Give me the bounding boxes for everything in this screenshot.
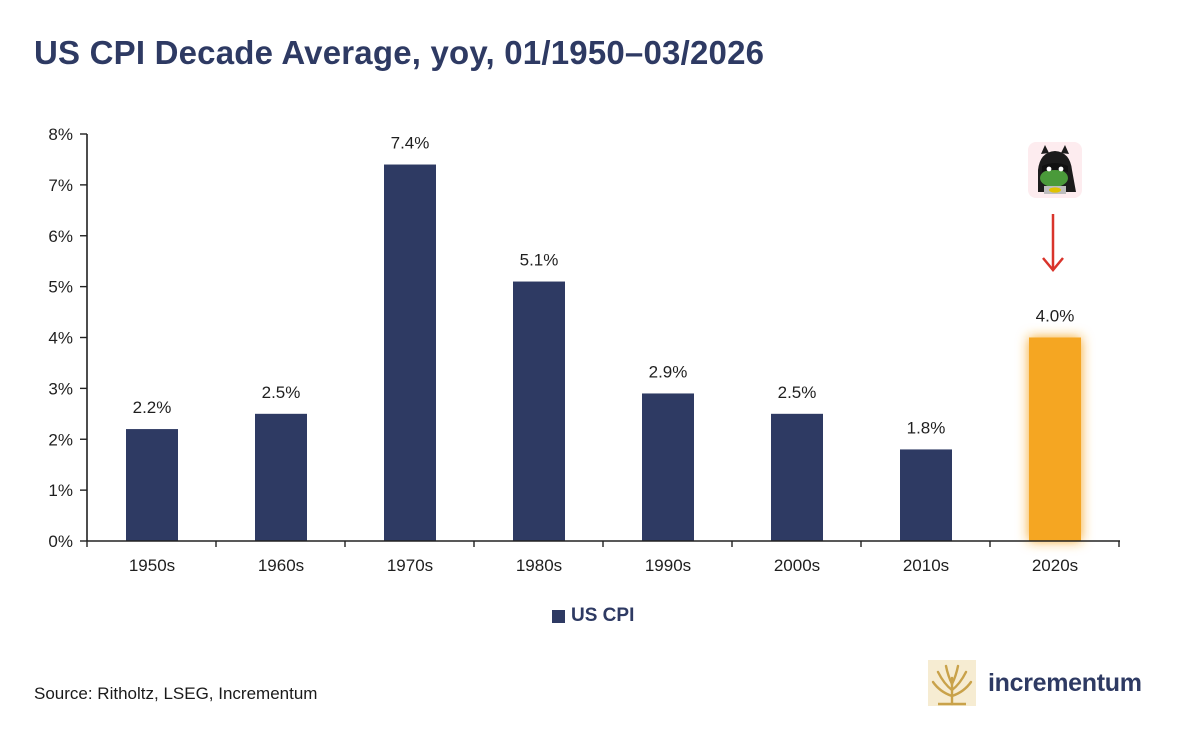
bar-data-label: 7.4%	[391, 134, 430, 153]
y-tick-label: 0%	[48, 532, 73, 551]
masked-frog-icon	[1028, 142, 1082, 203]
bar	[642, 393, 694, 541]
x-tick-label: 1950s	[129, 556, 175, 575]
bar	[900, 449, 952, 541]
x-tick-label: 1990s	[645, 556, 691, 575]
y-tick-label: 4%	[48, 329, 73, 348]
bar-data-label: 1.8%	[907, 418, 946, 437]
logo-text: incrementum	[988, 668, 1142, 697]
bar-data-label: 5.1%	[520, 251, 559, 270]
x-tick-label: 1980s	[516, 556, 562, 575]
y-tick-label: 2%	[48, 430, 73, 449]
x-tick-label: 1960s	[258, 556, 304, 575]
tree-icon	[928, 660, 976, 706]
y-tick-label: 6%	[48, 227, 73, 246]
chart-title: US CPI Decade Average, yoy, 01/1950–03/2…	[34, 34, 765, 71]
bar	[255, 413, 307, 541]
x-tick-label: 2000s	[774, 556, 820, 575]
bar-data-label: 2.5%	[262, 383, 301, 402]
y-tick-label: 8%	[48, 125, 73, 144]
bar-data-label: 4.0%	[1036, 307, 1075, 326]
bar	[126, 429, 178, 541]
bar-data-label: 2.5%	[778, 383, 817, 402]
incrementum-logo: incrementum	[928, 660, 1142, 706]
bar	[771, 413, 823, 541]
y-tick-label: 7%	[48, 176, 73, 195]
source-note: Source: Ritholtz, LSEG, Incrementum	[34, 684, 318, 703]
bar-chart: 0% 1% 2% 3% 4% 5% 6% 7% 8% 2.2% 2.5% 7.4% 5.1% 2.9% 2…	[48, 125, 1120, 575]
x-tick-label: 2010s	[903, 556, 949, 575]
y-tick-label: 5%	[48, 278, 73, 297]
bar-data-label: 2.2%	[133, 398, 172, 417]
x-tick-label: 1970s	[387, 556, 433, 575]
x-tick-label: 2020s	[1032, 556, 1078, 575]
bar-highlighted	[1029, 337, 1081, 541]
bar	[513, 281, 565, 541]
y-tick-label: 3%	[48, 379, 73, 398]
legend-swatch	[552, 609, 565, 623]
bar-data-label: 2.9%	[649, 362, 688, 381]
down-arrow-icon	[1040, 212, 1066, 279]
legend-label: US CPI	[571, 605, 635, 626]
bar	[384, 164, 436, 541]
y-tick-label: 1%	[48, 481, 73, 500]
chart-legend: US CPI	[552, 605, 634, 627]
